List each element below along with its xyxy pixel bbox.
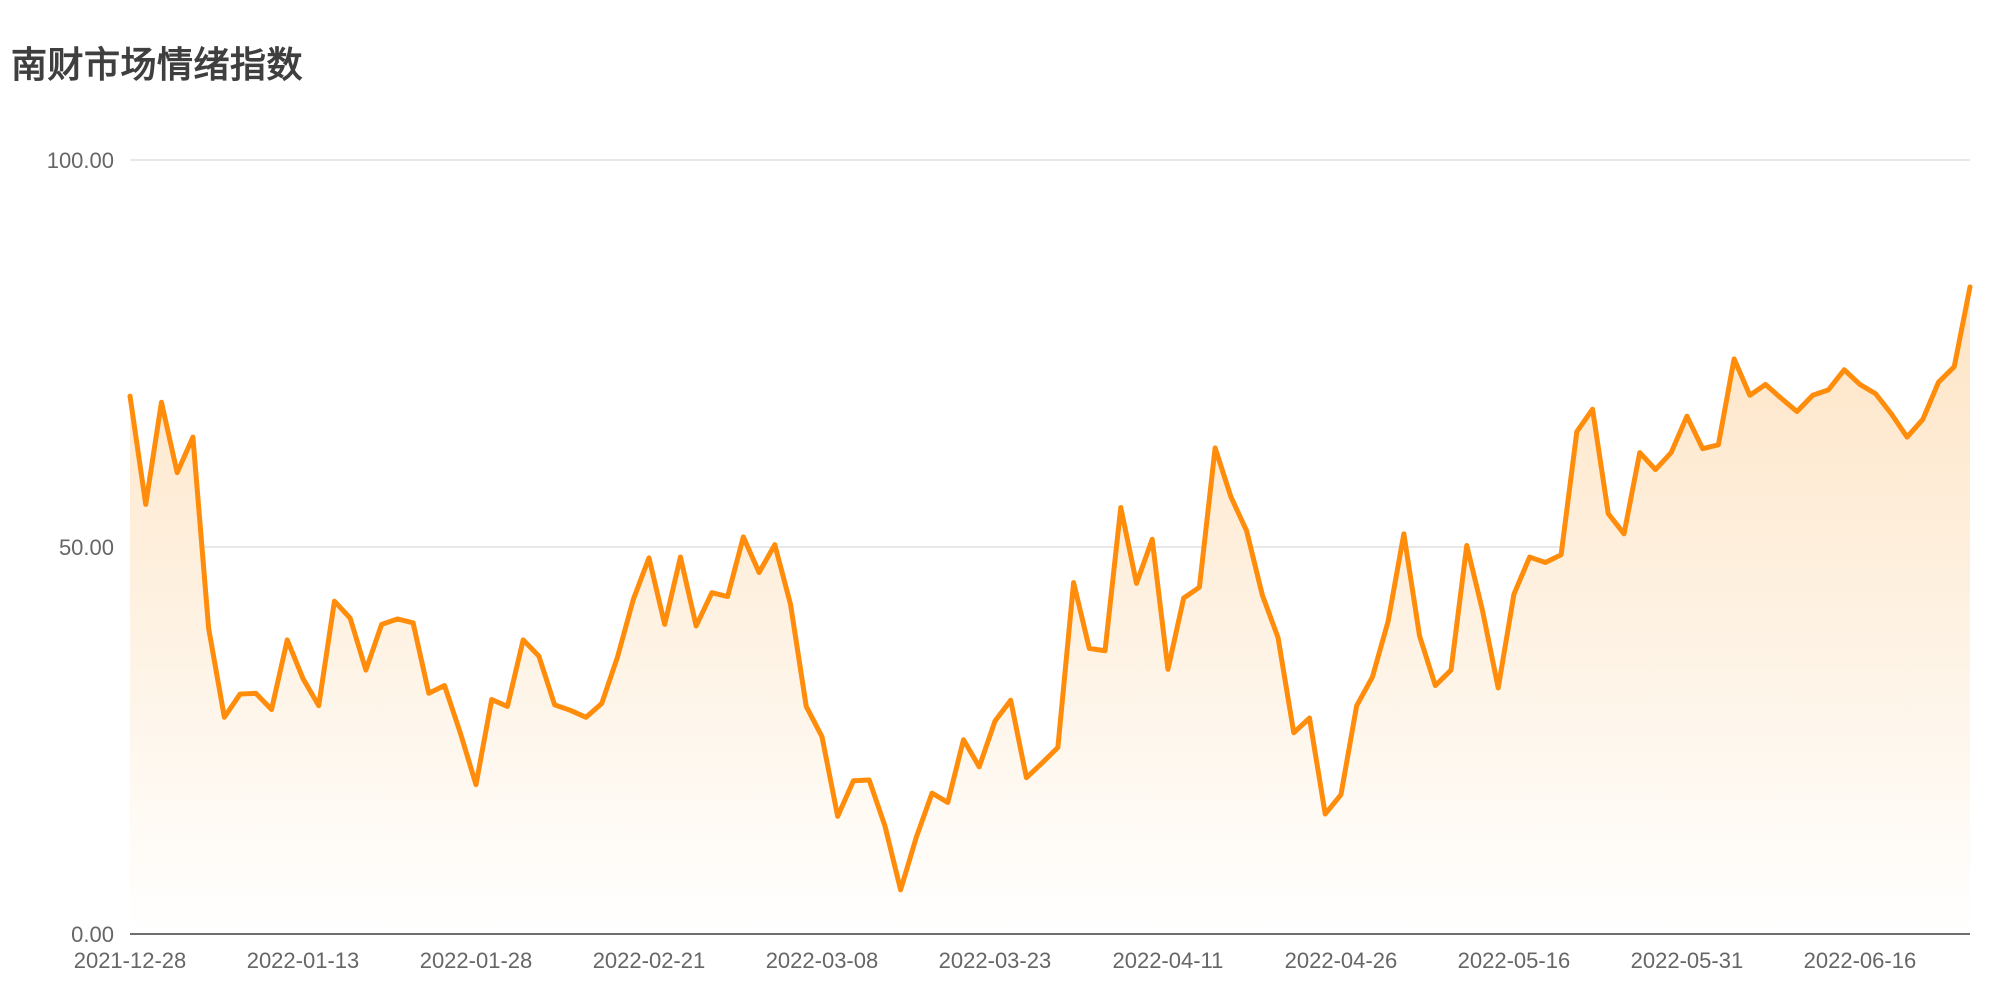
x-tick-label: 2022-01-13 [247, 948, 360, 973]
x-tick-label: 2022-03-08 [766, 948, 879, 973]
x-axis-ticks: 2021-12-28 2022-01-13 2022-01-28 2022-02-21… [74, 948, 1916, 973]
series-line [127, 284, 1973, 893]
x-tick-label: 2022-04-26 [1285, 948, 1398, 973]
x-tick-label: 2022-04-11 [1112, 948, 1223, 973]
x-tick-label: 2022-06-16 [1804, 948, 1917, 973]
y-tick-label: 100.00 [47, 148, 114, 173]
x-tick-label: 2022-03-23 [939, 948, 1052, 973]
y-tick-label: 0.00 [71, 922, 114, 947]
x-tick-label: 2021-12-28 [74, 948, 187, 973]
y-tick-label: 50.00 [59, 535, 114, 560]
series-area [130, 286, 1970, 934]
x-tick-label: 2022-01-28 [420, 948, 533, 973]
x-tick-label: 2022-05-16 [1458, 948, 1571, 973]
x-tick-label: 2022-02-21 [593, 948, 706, 973]
y-axis-ticks: 0.00 50.00 100.00 [47, 148, 114, 947]
x-tick-label: 2022-05-31 [1631, 948, 1744, 973]
chart-title: 南财市场情绪指数 [11, 45, 304, 86]
